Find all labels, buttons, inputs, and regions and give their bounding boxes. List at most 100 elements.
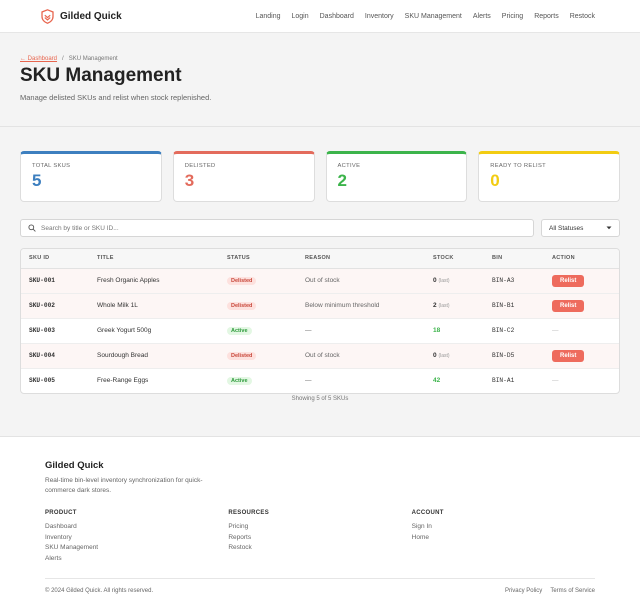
stat-label: ACTIVE	[337, 163, 361, 169]
bin-cell: BIN-A1	[492, 377, 515, 385]
title-cell: Free-Range Eggs	[97, 377, 149, 385]
breadcrumb-separator: /	[62, 56, 64, 62]
column-header-status[interactable]: STATUS	[219, 249, 297, 269]
page-title: SKU Management	[20, 65, 182, 86]
reason-cell: Out of stock	[297, 343, 425, 369]
search-input[interactable]	[41, 224, 526, 232]
top-nav: Gilded Quick Landing Login Dashboard Inv…	[0, 0, 640, 33]
status-badge: Delisted	[227, 301, 257, 310]
stat-cards: TOTAL SKUS 5 DELISTED 3 ACTIVE 2 READY T…	[20, 151, 620, 202]
footer: Gilded Quick Real-time bin-level invento…	[0, 436, 640, 609]
relist-button[interactable]: Relist	[552, 299, 585, 312]
nav-link-inventory[interactable]: Inventory	[364, 12, 394, 20]
footer-column-title: PRODUCT	[45, 510, 77, 516]
footer-link-sign-in[interactable]: Sign In	[411, 523, 432, 530]
table-row: SKU-003 Greek Yogurt 500g Active — 18 BI…	[21, 318, 619, 344]
bin-cell: BIN-A3	[484, 268, 544, 294]
stock-note: (last)	[438, 303, 450, 309]
status-badge: Delisted	[227, 351, 257, 360]
nav-link-sku-management[interactable]: SKU Management	[404, 12, 462, 20]
status-filter-value: All Statuses	[549, 224, 584, 232]
nav-link-dashboard[interactable]: Dashboard	[319, 12, 354, 20]
chevron-down-icon	[606, 226, 612, 230]
legal-links: Privacy Policy Terms of Service	[505, 588, 595, 594]
sku-id-cell: SKU-002	[21, 293, 89, 319]
relist-button[interactable]: Relist	[552, 349, 585, 362]
footer-columns: PRODUCT Dashboard Inventory SKU Manageme…	[45, 510, 595, 564]
footer-bottom-bar: © 2024 Gilded Quick. All rights reserved…	[45, 578, 595, 594]
stat-value: 3	[184, 171, 195, 190]
column-header-bin[interactable]: BIN	[484, 249, 544, 269]
nav-link-login[interactable]: Login	[291, 12, 309, 20]
brand[interactable]: Gilded Quick	[41, 8, 122, 24]
footer-link-sku-management[interactable]: SKU Management	[45, 544, 99, 551]
nav-link-landing[interactable]: Landing	[255, 12, 281, 20]
logo-shield-icon	[41, 8, 54, 24]
column-header-reason[interactable]: REASON	[297, 249, 425, 269]
stock-value: 0	[433, 352, 437, 359]
column-header-stock[interactable]: STOCK	[425, 249, 484, 269]
sku-id-cell: SKU-003	[21, 318, 89, 344]
bin-cell: BIN-D5	[484, 343, 544, 369]
footer-tagline: Real-time bin-level inventory synchroniz…	[45, 477, 203, 494]
brand-name: Gilded Quick	[60, 10, 122, 22]
footer-column-product: PRODUCT Dashboard Inventory SKU Manageme…	[45, 510, 228, 564]
sku-id-cell: SKU-005	[29, 377, 55, 385]
reason-cell: —	[305, 377, 312, 385]
nav-links: Landing Login Dashboard Inventory SKU Ma…	[256, 13, 595, 20]
footer-link-home[interactable]: Home	[411, 533, 429, 541]
stat-label: READY TO RELIST	[490, 163, 546, 169]
title-cell: Whole Milk 1L	[89, 293, 219, 319]
stat-card-delisted: DELISTED 3	[172, 151, 315, 202]
sku-id-cell: SKU-001	[21, 268, 89, 294]
breadcrumb: ← Dashboard / SKU Management	[20, 56, 620, 62]
stat-label: DELISTED	[184, 163, 216, 169]
table-row: SKU-004 Sourdough Bread Delisted Out of …	[21, 343, 619, 369]
reason-cell: Out of stock	[297, 268, 425, 294]
nav-link-alerts[interactable]: Alerts	[472, 12, 491, 20]
stock-note: (last)	[438, 353, 450, 359]
stat-card-ready: READY TO RELIST 0	[478, 151, 620, 202]
table-summary: Showing 5 of 5 SKUs	[291, 396, 349, 402]
footer-column-resources: RESOURCES Pricing Reports Restock	[228, 510, 411, 564]
footer-link-reports[interactable]: Reports	[228, 533, 252, 541]
reason-cell: —	[297, 318, 425, 344]
column-header-sku-id[interactable]: SKU ID	[21, 249, 89, 269]
footer-link-restock[interactable]: Restock	[228, 544, 252, 551]
action-placeholder: —	[552, 377, 559, 385]
stock-note: (last)	[438, 278, 450, 284]
search-box[interactable]	[20, 219, 534, 237]
title-cell: Fresh Organic Apples	[89, 268, 219, 294]
sku-table: SKU ID TITLE STATUS REASON STOCK BIN ACT…	[20, 248, 620, 394]
title-cell: Greek Yogurt 500g	[89, 318, 219, 344]
table-row: SKU-005 Free-Range Eggs Active — 42 BIN-…	[21, 368, 619, 393]
relist-button[interactable]: Relist	[552, 274, 585, 287]
sku-id-cell: SKU-004	[21, 343, 89, 369]
stock-value: 18	[433, 327, 441, 334]
privacy-policy-link[interactable]: Privacy Policy	[504, 588, 543, 594]
status-badge: Active	[227, 326, 252, 335]
footer-column-title: RESOURCES	[228, 510, 270, 516]
terms-of-service-link[interactable]: Terms of Service	[550, 588, 595, 594]
footer-link-inventory[interactable]: Inventory	[45, 533, 72, 541]
footer-link-pricing[interactable]: Pricing	[228, 523, 249, 530]
page-header: ← Dashboard / SKU Management SKU Managem…	[0, 33, 640, 127]
nav-link-restock[interactable]: Restock	[569, 12, 595, 20]
footer-link-alerts[interactable]: Alerts	[45, 554, 62, 562]
stat-label: TOTAL SKUS	[32, 163, 71, 169]
footer-column-title: ACCOUNT	[411, 510, 444, 516]
copyright: © 2024 Gilded Quick. All rights reserved…	[45, 588, 154, 594]
breadcrumb-back-link[interactable]: ← Dashboard	[20, 56, 58, 62]
footer-column-account: ACCOUNT Sign In Home	[412, 510, 595, 564]
reason-cell: Below minimum threshold	[297, 293, 425, 319]
table-row: SKU-002 Whole Milk 1L Delisted Below min…	[21, 293, 619, 319]
footer-link-dashboard[interactable]: Dashboard	[45, 523, 77, 530]
footer-brand: Gilded Quick	[45, 460, 104, 471]
status-filter-select[interactable]: All Statuses	[541, 219, 620, 237]
stock-value: 42	[433, 377, 441, 385]
nav-link-reports[interactable]: Reports	[534, 12, 559, 20]
nav-link-pricing[interactable]: Pricing	[501, 12, 524, 20]
stock-value: 0	[433, 277, 437, 284]
stat-value: 0	[490, 171, 500, 190]
column-header-title[interactable]: TITLE	[89, 249, 219, 269]
